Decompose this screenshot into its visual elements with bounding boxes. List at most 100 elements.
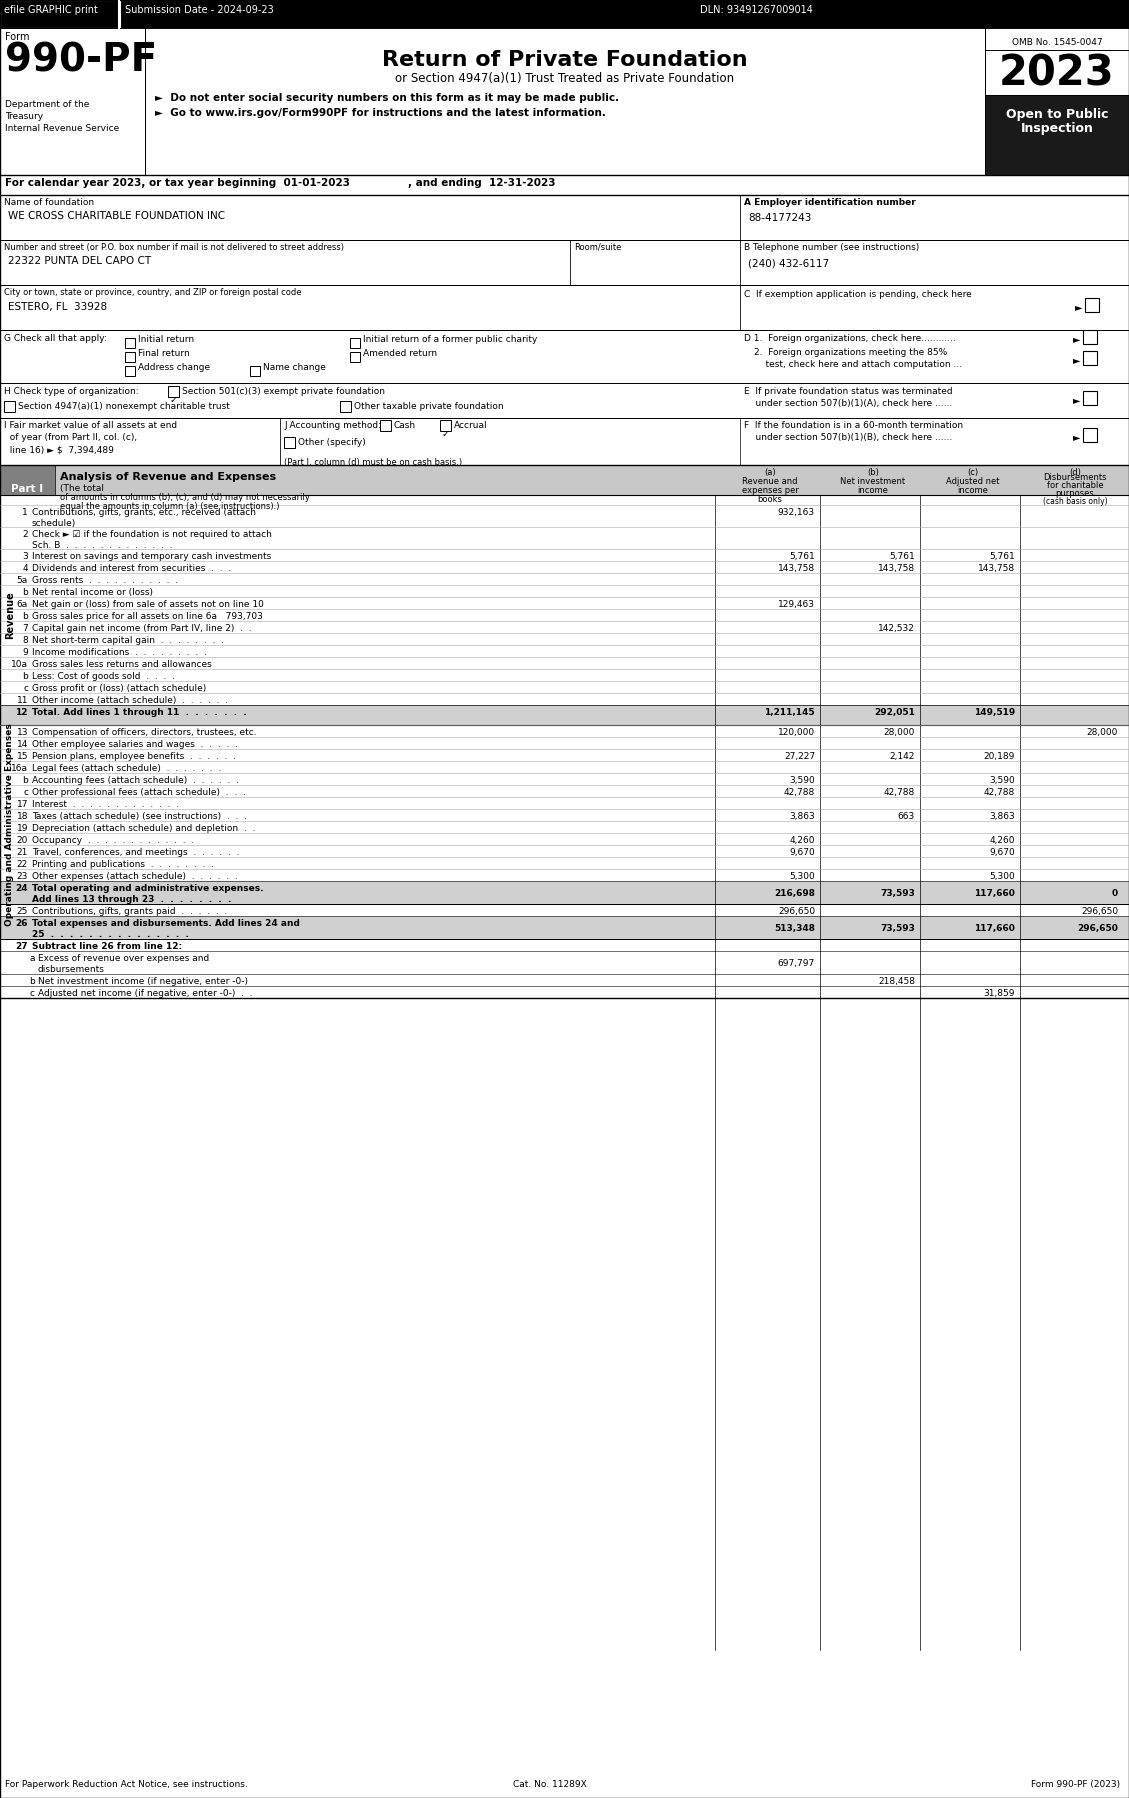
Bar <box>0 29 145 174</box>
Text: Sch. B  .  .  .  .  .  .  .  .  .  .  .  .  .: Sch. B . . . . . . . . . . . . . <box>32 541 173 550</box>
Bar <box>1083 390 1097 405</box>
Text: Total operating and administrative expenses.: Total operating and administrative expen… <box>32 885 263 894</box>
Text: Initial return: Initial return <box>138 334 194 343</box>
Text: 5,300: 5,300 <box>789 872 815 881</box>
Text: 143,758: 143,758 <box>878 565 914 574</box>
Text: Revenue: Revenue <box>5 592 15 638</box>
Text: ►: ► <box>1075 302 1083 313</box>
Text: 12: 12 <box>16 708 28 717</box>
Text: b: b <box>23 672 28 681</box>
Text: 296,650: 296,650 <box>1080 906 1118 915</box>
Text: 3,590: 3,590 <box>789 777 815 786</box>
Text: 25: 25 <box>17 906 28 915</box>
Bar <box>1083 331 1097 343</box>
Text: Open to Public: Open to Public <box>1006 108 1109 120</box>
Text: Legal fees (attach schedule)  .  .  .  .  .  .  .: Legal fees (attach schedule) . . . . . .… <box>32 764 221 773</box>
Text: J Accounting method:: J Accounting method: <box>285 421 380 430</box>
Text: 2023: 2023 <box>999 52 1114 93</box>
Bar <box>5 401 15 412</box>
Text: Contributions, gifts, grants, etc., received (attach: Contributions, gifts, grants, etc., rece… <box>32 509 256 518</box>
Text: 21: 21 <box>17 849 28 858</box>
Text: 296,650: 296,650 <box>778 906 815 915</box>
Bar <box>570 239 739 286</box>
Bar <box>1083 428 1097 442</box>
Bar <box>739 239 1129 286</box>
Text: Other professional fees (attach schedule)  .  .  .: Other professional fees (attach schedule… <box>32 788 246 797</box>
Bar <box>739 194 1129 239</box>
Text: 28,000: 28,000 <box>884 728 914 737</box>
Text: 3,863: 3,863 <box>989 813 1015 822</box>
Text: Excess of revenue over expenses and: Excess of revenue over expenses and <box>38 955 209 964</box>
Text: For Paperwork Reduction Act Notice, see instructions.: For Paperwork Reduction Act Notice, see … <box>5 1780 247 1789</box>
Text: disbursements: disbursements <box>38 966 105 975</box>
Bar <box>280 417 739 466</box>
Text: (cash basis only): (cash basis only) <box>1043 496 1108 505</box>
Text: 20,189: 20,189 <box>983 752 1015 761</box>
Text: (d): (d) <box>1069 467 1080 476</box>
Text: 4,260: 4,260 <box>989 836 1015 845</box>
Text: 932,163: 932,163 <box>778 509 815 518</box>
Bar <box>0 915 1129 939</box>
Text: 3,863: 3,863 <box>789 813 815 822</box>
Text: (c): (c) <box>968 467 979 476</box>
Text: Other expenses (attach schedule)  .  .  .  .  .  .: Other expenses (attach schedule) . . . .… <box>32 872 238 881</box>
Text: 26: 26 <box>16 919 28 928</box>
Text: c: c <box>30 989 35 998</box>
Text: Part I: Part I <box>11 484 43 494</box>
Text: 216,698: 216,698 <box>774 888 815 897</box>
Text: b: b <box>23 588 28 597</box>
Bar <box>0 286 739 331</box>
Text: 5,300: 5,300 <box>989 872 1015 881</box>
Text: 697,797: 697,797 <box>778 958 815 967</box>
Text: 73,593: 73,593 <box>881 888 914 897</box>
Text: Income modifications  .  .  .  .  .  .  .  .  .: Income modifications . . . . . . . . . <box>32 647 207 656</box>
Text: schedule): schedule) <box>32 520 77 529</box>
Text: 117,660: 117,660 <box>974 888 1015 897</box>
Text: Name of foundation: Name of foundation <box>5 198 94 207</box>
Text: 25  .  .  .  .  .  .  .  .  .  .  .  .  .  .  .: 25 . . . . . . . . . . . . . . . <box>32 930 189 939</box>
Text: 42,788: 42,788 <box>784 788 815 797</box>
Text: 42,788: 42,788 <box>983 788 1015 797</box>
Text: Form: Form <box>5 32 29 41</box>
Text: 296,650: 296,650 <box>1077 924 1118 933</box>
Text: Final return: Final return <box>138 349 190 358</box>
Text: 120,000: 120,000 <box>778 728 815 737</box>
Bar <box>125 338 135 349</box>
Text: income: income <box>858 485 889 494</box>
Text: 24: 24 <box>16 885 28 894</box>
Text: Room/suite: Room/suite <box>574 243 621 252</box>
Text: Gross sales less returns and allowances: Gross sales less returns and allowances <box>32 660 212 669</box>
Text: 42,788: 42,788 <box>884 788 914 797</box>
Bar <box>0 705 1129 725</box>
Text: City or town, state or province, country, and ZIP or foreign postal code: City or town, state or province, country… <box>5 288 301 297</box>
Text: 8: 8 <box>23 636 28 645</box>
Bar <box>125 367 135 376</box>
Text: 292,051: 292,051 <box>874 708 914 717</box>
Text: 18: 18 <box>17 813 28 822</box>
Text: Net short-term capital gain  .  .  .  .  .  .  .  .: Net short-term capital gain . . . . . . … <box>32 636 224 645</box>
Bar <box>125 352 135 361</box>
Text: 19: 19 <box>17 823 28 832</box>
Text: G Check all that apply:: G Check all that apply: <box>5 334 107 343</box>
Text: Operating and Administrative Expenses: Operating and Administrative Expenses <box>6 723 15 926</box>
Text: Compensation of officers, directors, trustees, etc.: Compensation of officers, directors, tru… <box>32 728 256 737</box>
Text: purposes: purposes <box>1056 489 1094 498</box>
Text: Cash: Cash <box>394 421 417 430</box>
Text: 27,227: 27,227 <box>784 752 815 761</box>
Bar <box>984 29 1129 174</box>
Text: 27: 27 <box>16 942 28 951</box>
Bar <box>0 0 120 29</box>
Text: Accrual: Accrual <box>454 421 488 430</box>
Text: 2,142: 2,142 <box>890 752 914 761</box>
Text: Total. Add lines 1 through 11  .  .  .  .  .  .  .: Total. Add lines 1 through 11 . . . . . … <box>32 708 247 717</box>
Text: DLN: 93491267009014: DLN: 93491267009014 <box>700 5 813 14</box>
Bar <box>340 401 351 412</box>
Text: 13: 13 <box>17 728 28 737</box>
Text: Travel, conferences, and meetings  .  .  .  .  .  .: Travel, conferences, and meetings . . . … <box>32 849 239 858</box>
Text: Net rental income or (loss): Net rental income or (loss) <box>32 588 154 597</box>
Text: ►: ► <box>1073 334 1080 343</box>
Text: ►: ► <box>1073 354 1080 365</box>
Bar <box>0 466 1129 494</box>
Text: b: b <box>23 611 28 620</box>
Text: Name change: Name change <box>263 363 326 372</box>
